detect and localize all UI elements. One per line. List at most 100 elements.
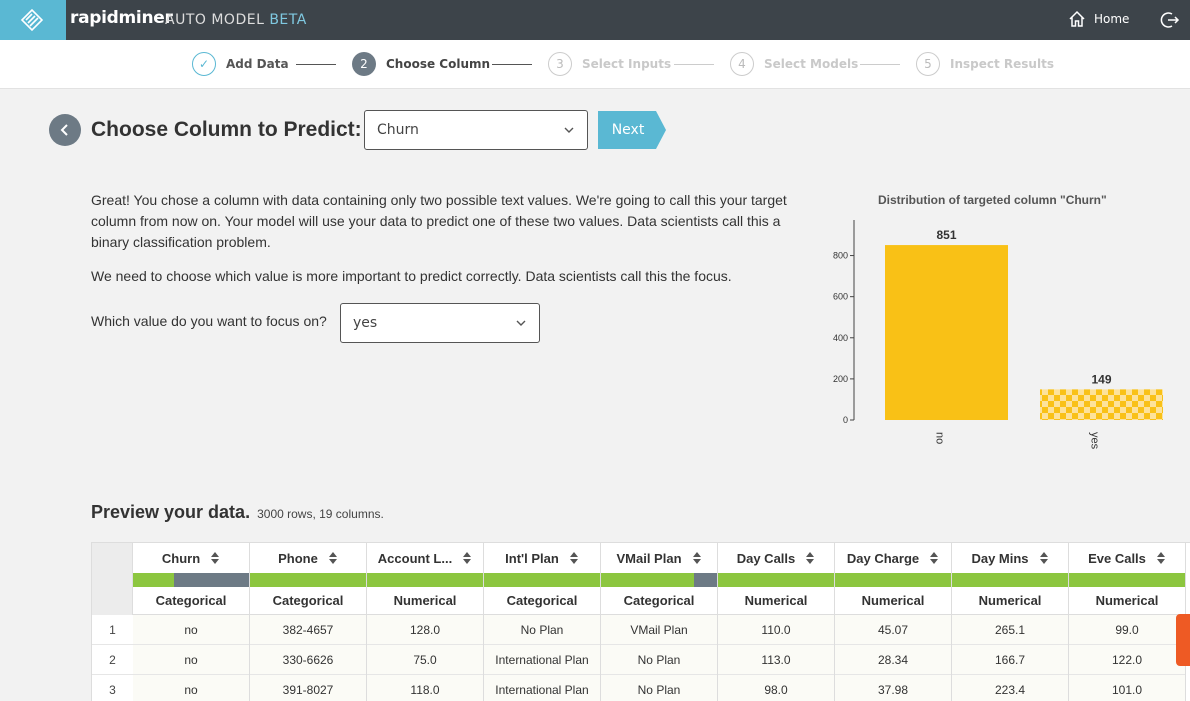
table-cell: 45.07 bbox=[835, 615, 951, 645]
column-1: Phone Categorical 382-4657 330-6626 391-8027 bbox=[250, 543, 367, 701]
step-number: 2 bbox=[352, 52, 376, 76]
column-header[interactable]: Phone bbox=[250, 543, 366, 573]
row-number: 3 bbox=[92, 675, 133, 701]
table-cell: 75.0 bbox=[367, 645, 483, 675]
table-cell: 166.7 bbox=[952, 645, 1068, 675]
table-cell: 128.0 bbox=[367, 615, 483, 645]
step-number: 4 bbox=[730, 52, 754, 76]
column-type: Numerical bbox=[718, 587, 834, 615]
column-header[interactable]: Churn bbox=[133, 543, 249, 573]
bar-no bbox=[885, 245, 1008, 420]
logout-icon bbox=[1160, 12, 1180, 28]
category-label: yes bbox=[1089, 432, 1101, 450]
target-column-value: Churn bbox=[377, 122, 419, 138]
data-label: 851 bbox=[936, 228, 956, 242]
distribution-chart: 0 200 400 600 800 851 no 149 yes bbox=[833, 220, 1163, 450]
column-header[interactable]: Eve Calls bbox=[1069, 543, 1185, 573]
column-header-label: Day Mins bbox=[971, 550, 1029, 566]
quality-bar bbox=[835, 573, 951, 587]
table-cell: 113.0 bbox=[718, 645, 834, 675]
column-3: Int'l Plan Categorical No Plan Internationa… bbox=[484, 543, 601, 701]
column-2: Account L... Numerical 128.0 75.0 118.0 bbox=[367, 543, 484, 701]
table-cell: VMail Plan bbox=[601, 615, 717, 645]
feedback-tab[interactable] bbox=[1176, 614, 1190, 666]
sort-icon[interactable] bbox=[1039, 551, 1049, 565]
step-label: Select Inputs bbox=[582, 57, 672, 71]
step-number: 3 bbox=[548, 52, 572, 76]
column-header[interactable]: Day Mins bbox=[952, 543, 1068, 573]
description-paragraph: Great! You chose a column with data cont… bbox=[91, 192, 787, 250]
y-tick-label: 400 bbox=[833, 333, 848, 343]
step-connector bbox=[860, 64, 900, 65]
table-cell: 101.0 bbox=[1069, 675, 1185, 701]
step-connector bbox=[296, 64, 336, 65]
chevron-down-icon bbox=[564, 127, 574, 133]
column-5: Day Calls Numerical 110.0 113.0 98.0 bbox=[718, 543, 835, 701]
step-choose-column[interactable]: 2 Choose Column bbox=[352, 52, 490, 76]
step-label: Choose Column bbox=[386, 57, 491, 71]
preview-heading: Preview your data. bbox=[91, 502, 251, 522]
chevron-down-icon bbox=[516, 320, 526, 326]
back-button[interactable] bbox=[49, 114, 81, 146]
next-arrow-shape bbox=[598, 111, 666, 149]
table-cell: 382-4657 bbox=[250, 615, 366, 645]
column-7: Day Mins Numerical 265.1 166.7 223.4 bbox=[952, 543, 1069, 701]
category-label: no bbox=[934, 432, 946, 444]
column-type: Categorical bbox=[250, 587, 366, 615]
sort-icon[interactable] bbox=[328, 551, 338, 565]
bar-yes bbox=[1040, 389, 1163, 420]
sort-icon[interactable] bbox=[929, 551, 939, 565]
column-header-label: VMail Plan bbox=[616, 550, 682, 566]
column-header[interactable]: Account L... bbox=[367, 543, 483, 573]
step-select-inputs: 3 Select Inputs bbox=[548, 52, 671, 76]
page-title: Choose Column to Predict: bbox=[91, 118, 362, 141]
quality-bar-missing bbox=[173, 573, 249, 587]
brand-name: rapidminer bbox=[70, 8, 173, 28]
sort-icon[interactable] bbox=[692, 551, 702, 565]
column-type: Numerical bbox=[952, 587, 1068, 615]
home-button[interactable]: Home bbox=[1068, 10, 1129, 28]
sort-icon[interactable] bbox=[210, 551, 220, 565]
column-header-label: Account L... bbox=[377, 550, 453, 566]
column-header[interactable]: Day Charge bbox=[835, 543, 951, 573]
quality-bar bbox=[367, 573, 483, 587]
table-cell: International Plan bbox=[484, 675, 600, 701]
focus-value: yes bbox=[353, 315, 378, 331]
column-8: Eve Calls Numerical 99.0 122.0 101.0 bbox=[1069, 543, 1186, 701]
logout-button[interactable] bbox=[1160, 10, 1180, 34]
focus-value-select[interactable]: yes bbox=[340, 303, 540, 343]
column-type: Categorical bbox=[133, 587, 249, 615]
step-select-models: 4 Select Models bbox=[730, 52, 858, 76]
quality-bar bbox=[1069, 573, 1185, 587]
sort-icon[interactable] bbox=[462, 551, 472, 565]
column-header[interactable]: Day Calls bbox=[718, 543, 834, 573]
step-label: Inspect Results bbox=[950, 57, 1054, 71]
step-check-icon: ✓ bbox=[192, 52, 216, 76]
focus-label: Which value do you want to focus on? bbox=[91, 313, 327, 329]
column-header-label: Churn bbox=[161, 550, 201, 566]
sort-icon[interactable] bbox=[569, 551, 579, 565]
target-column-select[interactable]: Churn bbox=[364, 110, 588, 150]
row-number: 1 bbox=[92, 615, 133, 645]
table-cell: No Plan bbox=[484, 615, 600, 645]
sort-icon[interactable] bbox=[805, 551, 815, 565]
data-label: 149 bbox=[1091, 372, 1111, 386]
data-preview-table: Churn Categorical no no no Phone Categorical 38… bbox=[91, 542, 1190, 701]
logo-icon bbox=[20, 8, 44, 32]
column-header-label: Eve Calls bbox=[1088, 550, 1146, 566]
table-cell: 223.4 bbox=[952, 675, 1068, 701]
rapidminer-logo[interactable] bbox=[0, 0, 66, 40]
table-cell: 122.0 bbox=[1069, 645, 1185, 675]
step-number: 5 bbox=[916, 52, 940, 76]
column-header[interactable]: VMail Plan bbox=[601, 543, 717, 573]
sort-icon[interactable] bbox=[1156, 551, 1166, 565]
next-button[interactable]: Next bbox=[598, 111, 666, 149]
table-cell: 330-6626 bbox=[250, 645, 366, 675]
product-name: AUTO MODEL BETA bbox=[165, 12, 307, 28]
step-add-data[interactable]: ✓ Add Data bbox=[192, 52, 289, 76]
quality-bar bbox=[601, 573, 717, 587]
preview-summary: 3000 rows, 19 columns. bbox=[257, 507, 384, 521]
table-cell: 118.0 bbox=[367, 675, 483, 701]
column-header[interactable]: Int'l Plan bbox=[484, 543, 600, 573]
column-0: Churn Categorical no no no bbox=[133, 543, 250, 701]
